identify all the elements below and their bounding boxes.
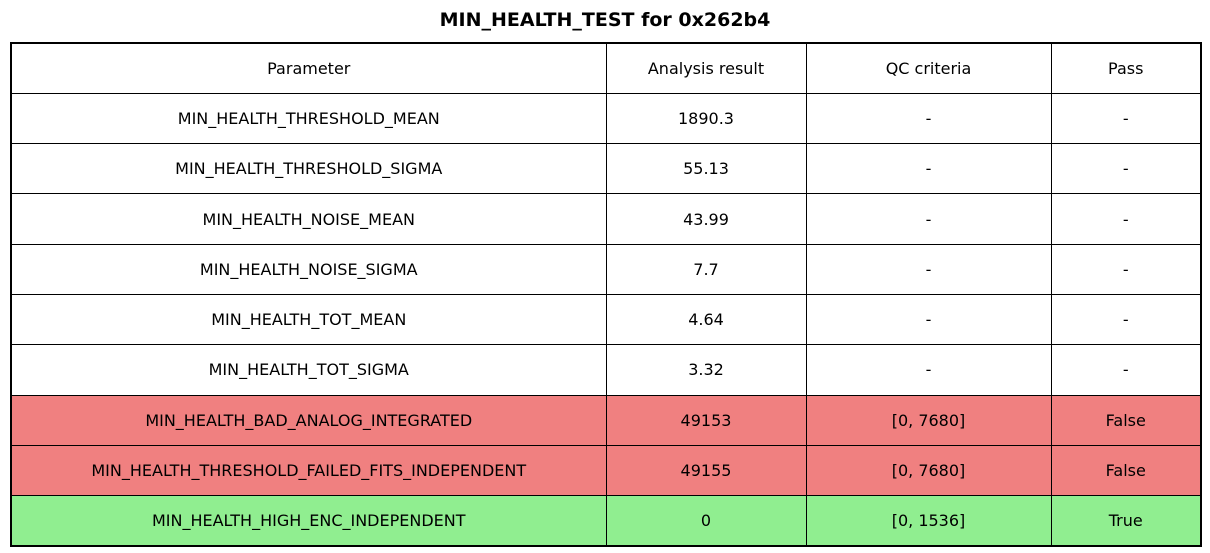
analysis-result-cell: 0 [605,495,807,547]
analysis-result-cell: 1890.3 [605,92,807,145]
parameter-cell: MIN_HEALTH_THRESHOLD_MEAN [10,92,607,145]
pass-cell: False [1050,394,1202,446]
table-row: MIN_HEALTH_THRESHOLD_SIGMA 55.13 - - [10,143,1202,195]
header-qc-criteria: QC criteria [805,42,1052,94]
qc-criteria-cell: - [805,92,1052,145]
qc-criteria-cell: - [805,344,1052,396]
table-header: Parameter Analysis result QC criteria Pa… [10,42,1202,94]
header-analysis-result: Analysis result [605,42,807,94]
qc-criteria-cell: - [805,293,1052,346]
analysis-result-cell: 4.64 [605,293,807,346]
analysis-result-cell: 49153 [605,394,807,446]
qc-criteria-cell: [0, 7680] [805,444,1052,497]
pass-cell: - [1050,293,1202,346]
analysis-result-cell: 55.13 [605,143,807,195]
header-row: Parameter Analysis result QC criteria Pa… [10,42,1202,94]
table-row: MIN_HEALTH_THRESHOLD_FAILED_FITS_INDEPEN… [10,444,1202,497]
parameter-cell: MIN_HEALTH_NOISE_MEAN [10,193,607,245]
parameter-cell: MIN_HEALTH_HIGH_ENC_INDEPENDENT [10,495,607,547]
pass-cell: - [1050,143,1202,195]
pass-cell: True [1050,495,1202,547]
header-pass: Pass [1050,42,1202,94]
table-row: MIN_HEALTH_THRESHOLD_MEAN 1890.3 - - [10,92,1202,145]
parameter-cell: MIN_HEALTH_NOISE_SIGMA [10,243,607,295]
pass-cell: - [1050,344,1202,396]
table-row: MIN_HEALTH_NOISE_MEAN 43.99 - - [10,193,1202,245]
analysis-result-cell: 7.7 [605,243,807,295]
pass-cell: - [1050,92,1202,145]
qc-criteria-cell: - [805,243,1052,295]
qc-results-table: Parameter Analysis result QC criteria Pa… [10,42,1202,547]
qc-criteria-cell: [0, 7680] [805,394,1052,446]
table-body: MIN_HEALTH_THRESHOLD_MEAN 1890.3 - - MIN… [10,92,1202,547]
table-row: MIN_HEALTH_NOISE_SIGMA 7.7 - - [10,243,1202,295]
parameter-cell: MIN_HEALTH_THRESHOLD_FAILED_FITS_INDEPEN… [10,444,607,497]
header-parameter: Parameter [10,42,607,94]
analysis-result-cell: 43.99 [605,193,807,245]
parameter-cell: MIN_HEALTH_TOT_MEAN [10,293,607,346]
pass-cell: - [1050,243,1202,295]
table-row: MIN_HEALTH_TOT_MEAN 4.64 - - [10,293,1202,346]
qc-criteria-cell: - [805,143,1052,195]
pass-cell: False [1050,444,1202,497]
qc-criteria-cell: - [805,193,1052,245]
qc-criteria-cell: [0, 1536] [805,495,1052,547]
analysis-result-cell: 3.32 [605,344,807,396]
table-row: MIN_HEALTH_HIGH_ENC_INDEPENDENT 0 [0, 15… [10,495,1202,547]
analysis-result-cell: 49155 [605,444,807,497]
pass-cell: - [1050,193,1202,245]
table-row: MIN_HEALTH_TOT_SIGMA 3.32 - - [10,344,1202,396]
parameter-cell: MIN_HEALTH_THRESHOLD_SIGMA [10,143,607,195]
parameter-cell: MIN_HEALTH_BAD_ANALOG_INTEGRATED [10,394,607,446]
table-row: MIN_HEALTH_BAD_ANALOG_INTEGRATED 49153 [… [10,394,1202,446]
page-title: MIN_HEALTH_TEST for 0x262b4 [439,9,771,31]
parameter-cell: MIN_HEALTH_TOT_SIGMA [10,344,607,396]
